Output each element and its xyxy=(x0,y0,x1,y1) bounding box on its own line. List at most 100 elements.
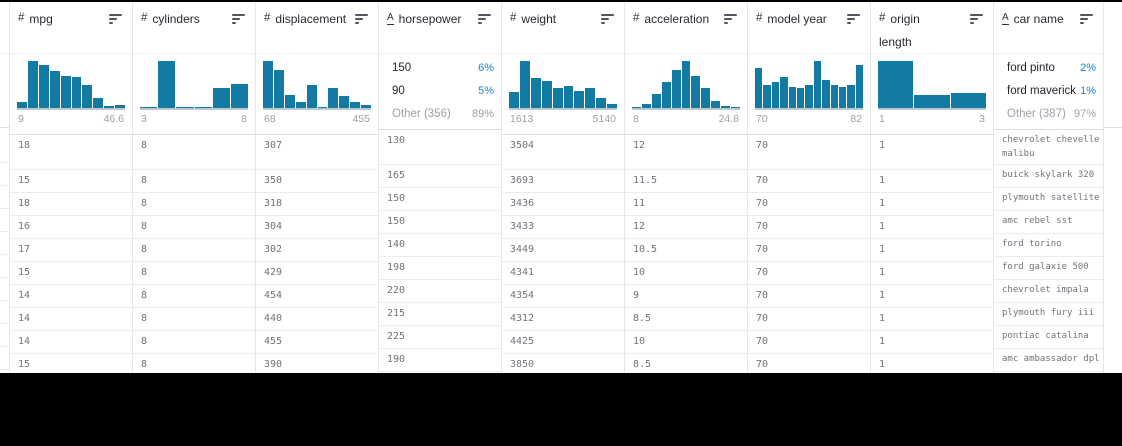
cell-value: 1 xyxy=(879,244,886,255)
cell-value: 8 xyxy=(141,198,148,209)
gutter-cell xyxy=(0,163,11,186)
histogram-bar xyxy=(38,64,49,108)
histogram[interactable] xyxy=(509,61,618,110)
histogram-bar xyxy=(82,84,93,108)
number-type-icon: # xyxy=(264,12,271,25)
table-cell: 10 xyxy=(625,331,747,354)
table-cell: 220 xyxy=(379,280,501,303)
cell-value: 225 xyxy=(387,331,406,342)
histogram[interactable] xyxy=(755,61,864,110)
cell-value: 8.5 xyxy=(633,359,652,370)
histogram-bar xyxy=(607,104,618,108)
cell-value: 8 xyxy=(141,359,148,370)
table-cell: 4341 xyxy=(502,262,624,285)
cell-value: 70 xyxy=(756,175,769,186)
cell-value: 455 xyxy=(264,336,283,347)
table-cell: ford galaxie 500 xyxy=(994,257,1103,280)
cell-value: 70 xyxy=(756,267,769,278)
cell-value: 1 xyxy=(879,140,886,151)
table-cell: 16 xyxy=(10,216,132,239)
column-mpg: # mpg 9 46.6 18 15 18 16 17 15 14 14 14 15 xyxy=(10,2,133,373)
sort-icon[interactable] xyxy=(355,14,368,24)
histogram-bar xyxy=(194,107,212,108)
cell-value: 70 xyxy=(756,140,769,151)
top-value-row: 150 6% xyxy=(386,56,494,79)
sort-icon[interactable] xyxy=(1080,14,1093,24)
column-header[interactable]: # mpg xyxy=(10,2,132,54)
sort-icon[interactable] xyxy=(724,14,737,24)
histogram[interactable] xyxy=(878,61,986,110)
number-type-icon: # xyxy=(141,12,148,25)
column-header[interactable]: # displacement xyxy=(256,2,378,54)
top-value-row: Other (356) 89% xyxy=(386,102,494,125)
column-displacement: # displacement 68 455 307 350 318 304 302 429 454 4… xyxy=(256,2,379,373)
cell-value: pontiac catalina xyxy=(1002,331,1089,341)
column-header[interactable]: # weight xyxy=(502,2,624,54)
column-label: origin xyxy=(890,12,920,26)
sort-icon[interactable] xyxy=(601,14,614,24)
histogram[interactable] xyxy=(263,61,372,110)
cell-value: 14 xyxy=(18,313,31,324)
cell-value: 9 xyxy=(633,290,640,301)
row-gutter xyxy=(0,2,18,373)
cell-value: 198 xyxy=(387,262,406,273)
top-value-percent: 2% xyxy=(1080,61,1096,74)
column-header[interactable]: # cylinders xyxy=(133,2,255,54)
table-cell: 8 xyxy=(133,262,255,285)
sort-icon[interactable] xyxy=(847,14,860,24)
histogram-range: 9 46.6 xyxy=(17,110,125,125)
table-cell: 302 xyxy=(256,239,378,262)
table-cell: 8.5 xyxy=(625,354,747,373)
cell-value: 70 xyxy=(756,290,769,301)
sort-icon[interactable] xyxy=(970,14,983,24)
sort-icon[interactable] xyxy=(478,14,491,24)
cell-value: plymouth satellite xyxy=(1002,193,1100,203)
table-cell: 3504 xyxy=(502,135,624,170)
table-cell: 10 xyxy=(625,262,747,285)
cell-value: 454 xyxy=(264,290,283,301)
table-cell: 1 xyxy=(871,193,993,216)
column-summary: 150 6% 90 5% Other (356) 89% xyxy=(379,56,501,130)
histogram[interactable] xyxy=(632,61,740,110)
table-cell: 150 xyxy=(379,188,501,211)
cell-value: 70 xyxy=(756,336,769,347)
sort-icon[interactable] xyxy=(109,14,122,24)
cell-value: 8 xyxy=(141,221,148,232)
table-cell: 8 xyxy=(133,193,255,216)
range-min-label: 8 xyxy=(633,113,639,125)
column-summary: 1613 5140 xyxy=(502,61,624,135)
table-cell: 70 xyxy=(748,308,870,331)
column-header[interactable]: # origin length xyxy=(871,2,993,54)
histogram-bar xyxy=(530,78,541,108)
cell-value: 70 xyxy=(756,221,769,232)
top-value-percent: 97% xyxy=(1073,107,1096,120)
cell-value: buick skylark 320 xyxy=(1002,170,1095,180)
table-cell: 3433 xyxy=(502,216,624,239)
histogram-bar xyxy=(711,100,721,108)
sort-icon[interactable] xyxy=(232,14,245,24)
number-type-icon: # xyxy=(756,12,763,25)
table-cell: 12 xyxy=(625,216,747,239)
column-header-row: # displacement xyxy=(264,11,368,27)
table-cell: buick skylark 320 xyxy=(994,165,1103,188)
cell-value: 8 xyxy=(141,244,148,255)
cell-value: 12 xyxy=(633,140,646,151)
histogram[interactable] xyxy=(140,61,249,110)
histogram[interactable] xyxy=(17,61,126,110)
histogram-bar xyxy=(838,86,847,108)
table-cell: plymouth satellite xyxy=(994,188,1103,211)
column-header[interactable]: # acceleration xyxy=(625,2,747,54)
histogram-bar xyxy=(519,61,530,108)
cell-value: 8 xyxy=(141,175,148,186)
column-header[interactable]: # model year xyxy=(748,2,870,54)
cell-value: 4425 xyxy=(510,336,535,347)
filler-summary xyxy=(1104,54,1122,128)
table-cell: 17 xyxy=(10,239,132,262)
top-value-label: ford pinto xyxy=(1007,61,1055,74)
table-cell: 304 xyxy=(256,216,378,239)
histogram-range: 68 455 xyxy=(263,110,371,125)
table-cell: 70 xyxy=(748,354,870,373)
